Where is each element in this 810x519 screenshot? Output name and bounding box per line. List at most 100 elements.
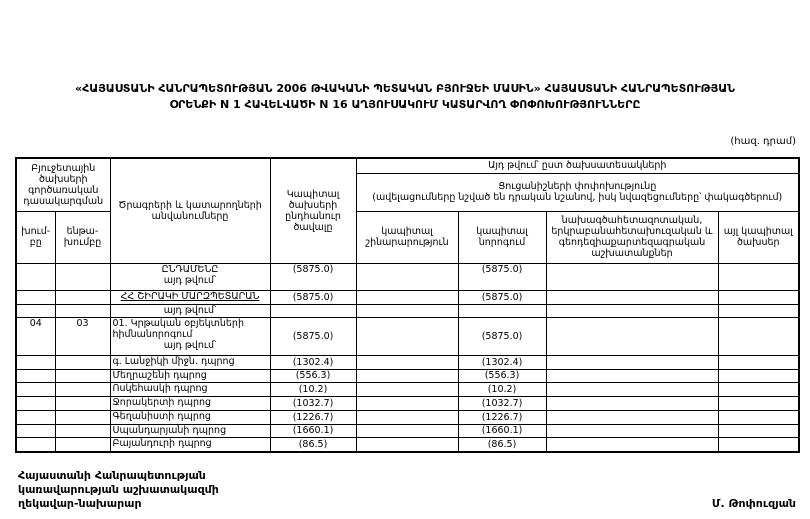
cell-total: [269, 303, 357, 318]
cell-group: [15, 409, 56, 425]
header-change-note-line-2: (ավելացումները նշված են դրական նշանով, ի…: [372, 192, 783, 203]
name-line: Ոսկեհասկի դպրոց: [112, 382, 208, 394]
cell-construction: [355, 381, 459, 397]
cell-construction: [355, 409, 459, 425]
header-functional-classification: Բյուջետային ծախսերի գործառական դասակարգմ…: [15, 157, 111, 212]
cell-repair: (1660.1): [457, 423, 547, 438]
cell-total: (5875.0): [269, 316, 357, 356]
cell-subgroup: 03: [54, 316, 111, 356]
cell-repair: (10.2): [457, 381, 547, 397]
cell-name: Գեղանիստի դպրոց: [109, 409, 271, 425]
cell-other: [717, 409, 800, 425]
units-note: (հազ. դրամ): [730, 136, 796, 147]
cell-group: 04: [15, 316, 56, 356]
cell-total: (86.5): [269, 436, 357, 453]
cell-construction: [355, 303, 459, 318]
header-capital-total: Կապիտալ ծախսերի ընդհանուր ծավալը: [269, 157, 357, 264]
cell-other: [717, 289, 800, 305]
header-design-research: նախագծահետազոտական, երկրաբանահետախուզակա…: [545, 210, 719, 264]
cell-group: [15, 354, 56, 370]
cell-design: [545, 381, 719, 397]
cell-repair: (86.5): [457, 436, 547, 453]
cell-construction: [355, 354, 459, 370]
cell-construction: [355, 423, 459, 438]
cell-group: [15, 262, 56, 291]
cell-subgroup: [54, 354, 111, 370]
cell-design: [545, 303, 719, 318]
name-line: ՀՀ ՇԻՐԱԿԻ ՄԱՐԶՊԵՏԱՐԱՆ: [120, 290, 260, 302]
cell-subgroup: [54, 368, 111, 383]
cell-design: [545, 262, 719, 291]
name-line: այդ թվում՝: [163, 304, 217, 316]
cell-design: [545, 423, 719, 438]
header-change-note-line-1: Ցուցանիշների փոփոխությունը: [498, 181, 657, 192]
table-row: այդ թվում՝: [15, 303, 800, 318]
cell-total: (10.2): [269, 381, 357, 397]
table-row: Ջորակերտի դպրոց (1032.7) (1032.7): [15, 395, 800, 411]
name-line: Մեղրաշենի դպրոց: [112, 369, 207, 381]
table-row: ՀՀ ՇԻՐԱԿԻ ՄԱՐԶՊԵՏԱՐԱՆ (5875.0) (5875.0): [15, 289, 800, 305]
cell-design: [545, 368, 719, 383]
cell-repair: (1226.7): [457, 409, 547, 425]
name-line: 01. Կրթական օբյեկտների հիմնանորոգում: [112, 317, 244, 340]
cell-subgroup: [54, 381, 111, 397]
cell-repair: [457, 303, 547, 318]
table-row: ԸՆԴԱՄԵՆԸ այդ թվում՝ (5875.0) (5875.0): [15, 262, 800, 291]
cell-other: [717, 423, 800, 438]
cell-total: (1302.4): [269, 354, 357, 370]
cell-subgroup: [54, 303, 111, 318]
header-subgroup: ենթա-խումբը: [54, 210, 111, 264]
title-line-2: ՕՐԵՆՔԻ N 1 ՀԱՎԵԼՎԱԾԻ N 16 ԱՂՅՈՒՍԱԿՈՒՄ ԿԱ…: [169, 98, 641, 111]
cell-group: [15, 381, 56, 397]
cell-other: [717, 395, 800, 411]
cell-name: Մեղրաշենի դպրոց: [109, 368, 271, 383]
header-by-expense-type: Այդ թվում՝ ըստ ծախսատեսակների: [355, 157, 800, 174]
cell-group: [15, 423, 56, 438]
name-line: Ջորակերտի դպրոց: [112, 396, 212, 408]
name-line: այդ թվում՝: [163, 274, 217, 286]
cell-name: այդ թվում՝: [109, 303, 271, 318]
cell-repair: (5875.0): [457, 316, 547, 356]
cell-repair: (556.3): [457, 368, 547, 383]
signature-line-3: ղեկավար-նախարար: [18, 497, 142, 510]
cell-other: [717, 354, 800, 370]
cell-name: ԸՆԴԱՄԵՆԸ այդ թվում՝: [109, 262, 271, 291]
cell-construction: [355, 368, 459, 383]
header-capital-construction: կապիտալ շինարարություն: [355, 210, 459, 264]
cell-group: [15, 436, 56, 453]
name-line: Գեղանիստի դպրոց: [112, 410, 211, 422]
table-row: Բայանդուրի դպրոց (86.5) (86.5): [15, 436, 800, 453]
header-capital-repair: կապիտալ նորոգում: [457, 210, 547, 264]
cell-subgroup: [54, 409, 111, 425]
cell-total: (1660.1): [269, 423, 357, 438]
cell-design: [545, 289, 719, 305]
cell-other: [717, 316, 800, 356]
cell-group: [15, 289, 56, 305]
cell-repair: (1302.4): [457, 354, 547, 370]
cell-subgroup: [54, 436, 111, 453]
cell-design: [545, 436, 719, 453]
cell-design: [545, 354, 719, 370]
budget-table: Բյուջետային ծախսերի գործառական դասակարգմ…: [15, 157, 801, 453]
cell-total: (1226.7): [269, 409, 357, 425]
header-row-2: Ցուցանիշների փոփոխությունը (ավելացումներ…: [16, 172, 800, 212]
table-row: Սպանդարյանի դպրոց (1660.1) (1660.1): [15, 423, 800, 438]
cell-name: Ջորակերտի դպրոց: [109, 395, 271, 411]
name-line: այդ թվում՝: [163, 339, 217, 351]
cell-total: (5875.0): [269, 262, 357, 291]
table-row: գ. Լանջիկի միջն. դպրոց (1302.4) (1302.4): [15, 354, 800, 370]
cell-construction: [355, 289, 459, 305]
cell-subgroup: [54, 423, 111, 438]
header-program-names: Ծրագրերի և կատարողների անվանումները: [109, 157, 271, 264]
cell-name: Ոսկեհասկի դպրոց: [109, 381, 271, 397]
cell-other: [717, 368, 800, 383]
cell-total: (5875.0): [269, 289, 357, 305]
cell-design: [545, 409, 719, 425]
signer-name: Մ. Թոփուզյան: [711, 497, 796, 510]
table-row: Ոսկեհասկի դպրոց (10.2) (10.2): [15, 381, 800, 397]
name-line: Բայանդուրի դպրոց: [112, 437, 212, 449]
cell-other: [717, 303, 800, 318]
cell-subgroup: [54, 395, 111, 411]
cell-construction: [355, 316, 459, 356]
